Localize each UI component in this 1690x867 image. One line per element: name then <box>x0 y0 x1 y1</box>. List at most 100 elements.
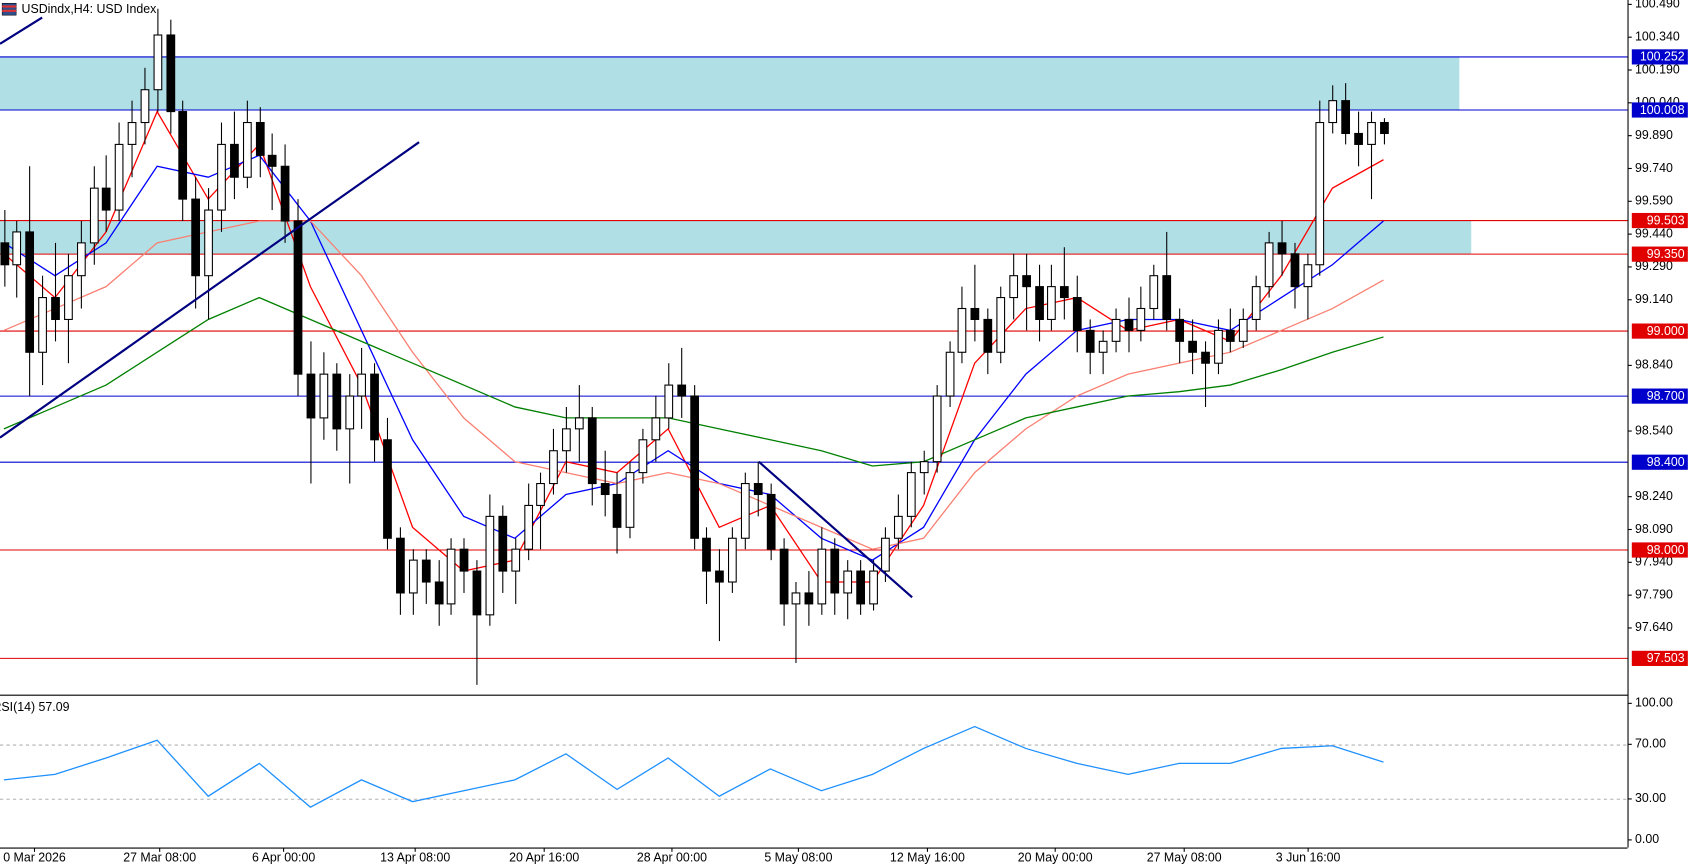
candle-body <box>114 143 124 211</box>
candle-body <box>817 548 827 605</box>
rsi-y-tick-label: 70.00 <box>1635 737 1666 751</box>
candle-body <box>893 515 903 539</box>
candle-body <box>1214 329 1223 364</box>
candle-body <box>1098 340 1108 353</box>
x-tick-label: 12 May 16:00 <box>890 851 965 865</box>
icon-stripe <box>2 9 17 12</box>
candle-body <box>293 220 303 375</box>
candle-body <box>919 461 929 474</box>
candle-body <box>319 373 329 419</box>
candle-body <box>1085 329 1095 353</box>
candle-body <box>638 439 648 474</box>
candle-body <box>1303 264 1313 288</box>
x-tick-label: 3 Jun 16:00 <box>1276 851 1341 865</box>
symbol-icon <box>1 2 17 16</box>
candle-body <box>702 537 711 572</box>
candle-body <box>12 231 22 266</box>
candle-body <box>1035 286 1044 320</box>
candle-body <box>957 307 967 353</box>
candle-body <box>25 231 35 353</box>
chart-header: USDindx,H4: USD Index <box>22 2 158 16</box>
rsi-y-tick-label: 100.00 <box>1635 696 1673 710</box>
y-tick-label: 99.440 <box>1635 226 1673 240</box>
y-tick-label: 98.090 <box>1635 522 1673 536</box>
y-tick-label: 99.140 <box>1635 292 1673 306</box>
candle-body <box>791 592 801 605</box>
candle-body <box>804 592 814 605</box>
candle-body <box>970 307 980 320</box>
candle-body <box>446 548 456 605</box>
candle-body <box>1136 307 1146 331</box>
candle-body <box>1328 100 1338 124</box>
x-tick-label: 28 Apr 00:00 <box>637 851 707 865</box>
candle-body <box>332 373 342 430</box>
candle-body <box>574 417 584 430</box>
candle-body <box>1315 121 1325 266</box>
candle-body <box>421 559 431 583</box>
x-tick-label: 13 Apr 08:00 <box>380 851 450 865</box>
level-label-box <box>1631 246 1688 262</box>
level-label: 98.400 <box>1647 455 1685 469</box>
candle-body <box>1009 275 1019 299</box>
candle-body <box>740 483 750 539</box>
level-label-box <box>1631 102 1688 118</box>
level-label-box <box>1631 542 1688 558</box>
candle-body <box>498 515 508 572</box>
level-label-box <box>1631 454 1688 470</box>
x-tick-label: 27 May 08:00 <box>1147 851 1222 865</box>
candle-body <box>408 559 418 594</box>
y-tick-label: 98.240 <box>1635 489 1673 503</box>
candle-body <box>1354 132 1363 145</box>
candle-body <box>230 143 239 178</box>
candle-body <box>153 34 163 91</box>
candle-body <box>549 450 558 485</box>
candle-body <box>383 439 392 539</box>
candle-body <box>0 242 10 266</box>
candle-body <box>869 570 878 605</box>
x-tick-label: 20 Apr 16:00 <box>509 851 579 865</box>
candle-body <box>242 121 252 178</box>
candle-body <box>727 537 737 583</box>
x-tick-label: 5 May 08:00 <box>764 851 832 865</box>
candle-body <box>1111 318 1121 342</box>
x-tick-label: 27 Mar 08:00 <box>123 851 196 865</box>
candle-body <box>217 143 226 211</box>
candle-body <box>1124 318 1134 331</box>
candle-body <box>1022 275 1031 288</box>
x-tick-label: 20 May 00:00 <box>1018 851 1093 865</box>
rsi-title: RSI(14) 57.09 <box>0 700 70 714</box>
candle-body <box>345 395 355 430</box>
candle-body <box>856 570 865 605</box>
candle-body <box>434 581 444 605</box>
candle-body <box>1225 329 1235 342</box>
rsi-y-tick-label: 30.00 <box>1635 791 1666 805</box>
candle-body <box>280 165 290 222</box>
candle-body <box>89 187 99 244</box>
level-label-box <box>1631 49 1688 65</box>
trendline <box>0 16 43 45</box>
candle-body <box>1238 318 1248 342</box>
y-tick-label: 99.740 <box>1635 161 1673 175</box>
candle-body <box>945 351 955 397</box>
candle-body <box>1175 318 1185 342</box>
candle-body <box>625 472 635 528</box>
level-label: 99.503 <box>1647 213 1685 227</box>
candle-body <box>127 121 137 145</box>
zone <box>0 220 1472 254</box>
y-tick-label: 99.290 <box>1635 259 1673 273</box>
candle-body <box>843 570 853 594</box>
level-label-box <box>1631 323 1688 339</box>
candle-body <box>166 34 176 113</box>
candle-body <box>140 89 150 124</box>
level-label: 98.000 <box>1647 543 1685 557</box>
y-tick-label: 100.340 <box>1635 29 1680 43</box>
y-tick-label: 99.590 <box>1635 194 1673 208</box>
level-label: 99.000 <box>1647 324 1685 338</box>
candle-body <box>267 154 277 167</box>
candle-body <box>612 493 622 528</box>
candle-body <box>396 537 405 594</box>
candle-body <box>51 297 60 320</box>
level-label-box <box>1631 212 1688 229</box>
